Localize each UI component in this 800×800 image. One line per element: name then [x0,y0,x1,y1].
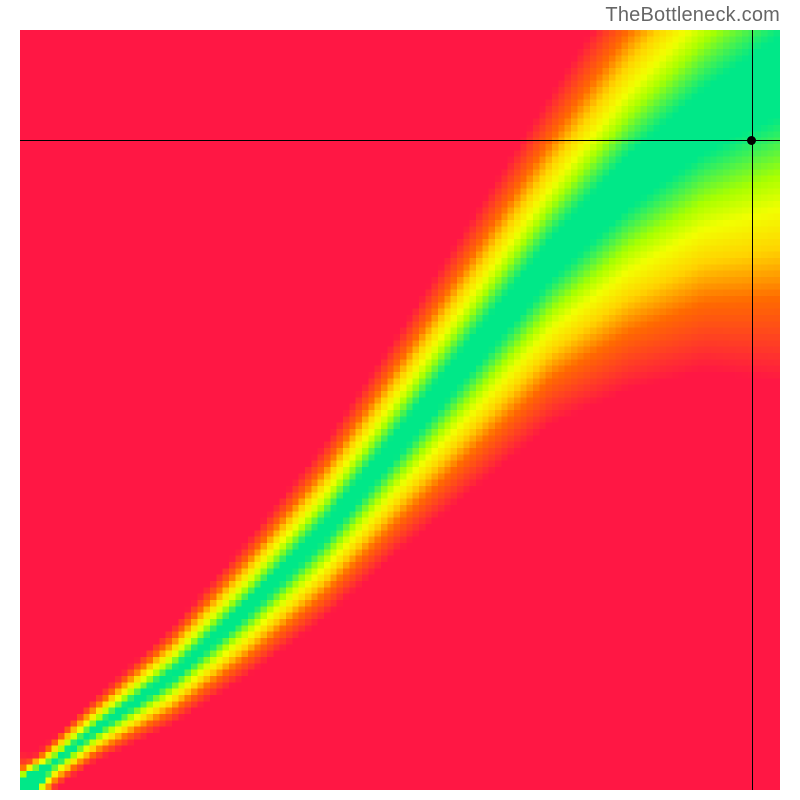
chart-container: TheBottleneck.com [0,0,800,800]
crosshair-horizontal-line [20,140,780,141]
watermark-text: TheBottleneck.com [605,4,780,27]
bottleneck-heatmap [20,30,780,790]
